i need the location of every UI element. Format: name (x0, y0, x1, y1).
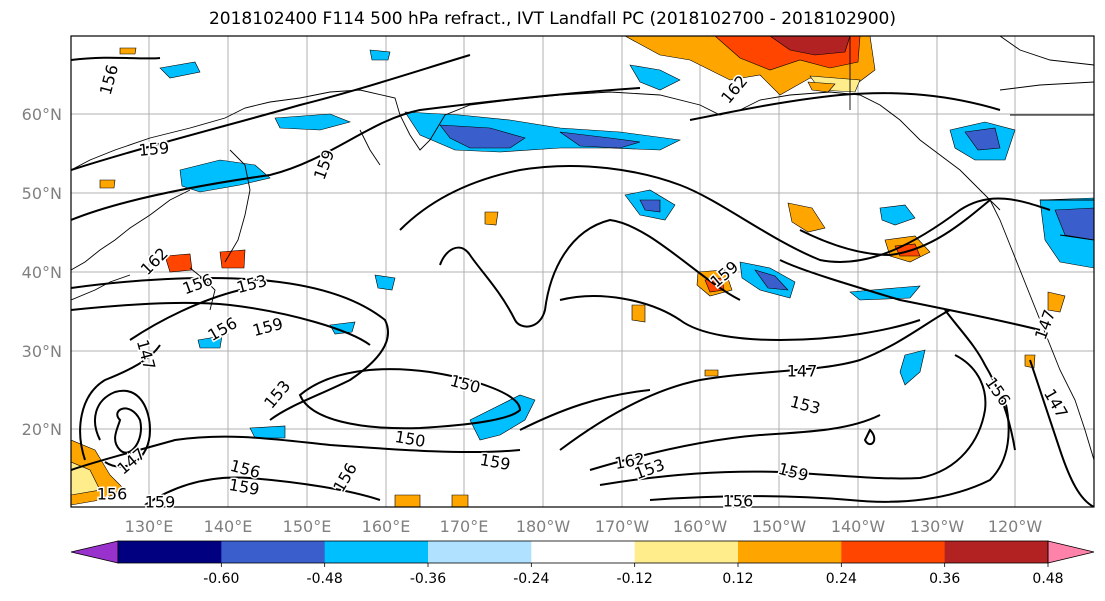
colorbar-swatch (634, 541, 739, 563)
colorbar-tick-label: -0.48 (307, 571, 343, 587)
colorbar-swatch (324, 541, 429, 563)
colorbar-tick-label: -0.24 (513, 571, 549, 587)
longitude-label: 140°E (204, 517, 253, 536)
colorbar-swatch (944, 541, 1049, 563)
contour-label: 156 (723, 492, 754, 511)
colorbar-swatch (841, 541, 946, 563)
colorbar-extend-high (1047, 540, 1095, 564)
contour-label: 156 (97, 485, 128, 504)
refractivity-contours (71, 54, 1094, 507)
longitude-label: 170°E (440, 517, 489, 536)
longitude-label: 130°E (125, 517, 174, 536)
colorbar-swatch (738, 541, 842, 563)
colorbar (70, 540, 1095, 564)
longitude-label: 160°W (673, 517, 728, 536)
latitude-labels: 60°N 50°N 40°N 30°N 20°N (22, 105, 62, 439)
latitude-label: 20°N (22, 420, 62, 439)
plot-frame (70, 35, 1095, 508)
latitude-label: 60°N (22, 105, 62, 124)
coastlines (71, 36, 1094, 461)
longitude-label: 180°W (516, 517, 571, 536)
colorbar-swatch (428, 541, 532, 563)
latitude-label: 40°N (22, 263, 62, 282)
longitude-label: 150°W (752, 517, 807, 536)
colorbar-frame (117, 540, 1049, 564)
longitude-labels: 130°E 140°E 150°E 160°E 170°E 180°W 170°W 160°W… (125, 517, 1043, 536)
contour-label: 147 (787, 362, 818, 381)
longitude-label: 130°W (910, 517, 965, 536)
colorbar-tick-label: -0.60 (203, 571, 239, 587)
longitude-label: 150°E (283, 517, 332, 536)
contour-label: 159 (145, 493, 176, 512)
colorbar-swatch (531, 541, 636, 563)
latitude-label: 30°N (22, 342, 62, 361)
colorbar-tick-label: 0.36 (929, 571, 960, 587)
colorbar-tick-label: 0.24 (826, 571, 857, 587)
map-title: 2018102400 F114 500 hPa refract., IVT La… (208, 9, 896, 29)
colorbar-tick-labels: -0.60 -0.48 -0.36 -0.24 -0.12 0.12 0.24 0.36 0.4… (203, 563, 1064, 587)
longitude-label: 170°W (595, 517, 650, 536)
colorbar-tick-label: 0.12 (722, 571, 753, 587)
colorbar-tick-label: -0.12 (617, 571, 653, 587)
colorbar-extend-low (70, 540, 119, 564)
colorbar-swatch (221, 541, 326, 563)
longitude-label: 120°W (988, 517, 1043, 536)
longitude-label: 160°E (362, 517, 411, 536)
contour-label: 159 (138, 138, 170, 160)
longitude-label: 140°W (831, 517, 886, 536)
colorbar-tick-label: -0.36 (410, 571, 446, 587)
colorbar-tick-label: 0.48 (1032, 571, 1063, 587)
latitude-label: 50°N (22, 184, 62, 203)
colorbar-swatch (118, 541, 222, 563)
